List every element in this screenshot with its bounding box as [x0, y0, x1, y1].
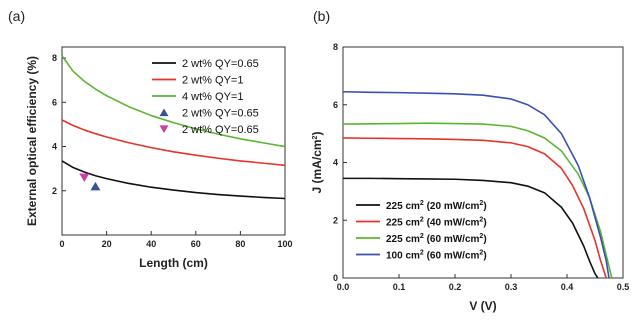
x-tick-label: 60	[191, 239, 201, 249]
y-axis-title: External optical efficiency (%)	[25, 56, 39, 226]
x-tick-label: 0	[59, 239, 64, 249]
data-point-marker	[90, 181, 101, 191]
data-point-marker	[79, 173, 90, 182]
y-tick-label: 0	[333, 273, 338, 283]
x-axis-title: Length (cm)	[139, 256, 208, 270]
x-tick-label: 20	[102, 239, 112, 249]
y-tick-label: 4	[52, 142, 57, 152]
y-tick-label: 2	[52, 186, 57, 196]
legend-label: 2 wt% QY=0.65	[182, 124, 259, 136]
legend-label: 4 wt% QY=1	[182, 91, 243, 103]
series-line	[342, 90, 610, 279]
legend-swatch	[159, 125, 169, 134]
y-tick-label: 8	[333, 42, 338, 52]
y-tick-label: 2	[333, 215, 338, 225]
legend-label: 2 wt% QY=1	[182, 75, 243, 87]
legend-label: 225 cm2 (20 mW/cm2)	[386, 200, 487, 212]
x-axis-title: V (V)	[469, 299, 496, 313]
panel-b-jv-curves: (b) 0.0 0.1 0.2 0.3 0.4 0.5 0 2 4 6 8 V (V) J (mA/cm2…	[310, 8, 629, 313]
x-tick-label: 0.0	[337, 282, 350, 292]
series-line	[343, 177, 599, 279]
y-tick-label: 8	[52, 53, 57, 63]
x-tick-label: 0.4	[561, 282, 574, 292]
x-tick-label: 40	[146, 239, 156, 249]
legend-swatch	[159, 108, 169, 117]
legend-label: 100 cm2 (60 mW/cm2)	[386, 250, 487, 262]
panel-label: (b)	[313, 8, 330, 24]
x-tick-label: 80	[235, 239, 245, 249]
series-line	[61, 119, 286, 167]
x-tick-label: 0.2	[449, 282, 462, 292]
legend-label: 2 wt% QY=0.65	[182, 58, 259, 70]
y-tick-label: 6	[52, 97, 57, 107]
x-tick-label: 0.5	[617, 282, 630, 292]
y-tick-label: 6	[333, 100, 338, 110]
panel-label: (a)	[8, 8, 25, 24]
legend-label: 2 wt% QY=0.65	[182, 108, 259, 120]
y-axis-title: J (mA/cm2)	[310, 132, 324, 194]
series-line	[61, 55, 286, 148]
series-line	[61, 160, 286, 200]
series-line	[342, 137, 607, 279]
plot-frame	[61, 46, 286, 236]
x-tick-label: 0.3	[505, 282, 518, 292]
y-tick-label: 4	[333, 158, 338, 168]
legend-label: 225 cm2 (40 mW/cm2)	[386, 217, 487, 229]
series-line	[342, 122, 613, 279]
panel-a-efficiency-vs-length: (a) 0 20 40 60 80 100 2 4 6 8 Length (cm) External o…	[8, 8, 293, 270]
legend-label: 225 cm2 (60 mW/cm2)	[386, 233, 487, 245]
x-tick-label: 0.1	[393, 282, 406, 292]
x-tick-label: 100	[277, 239, 292, 249]
